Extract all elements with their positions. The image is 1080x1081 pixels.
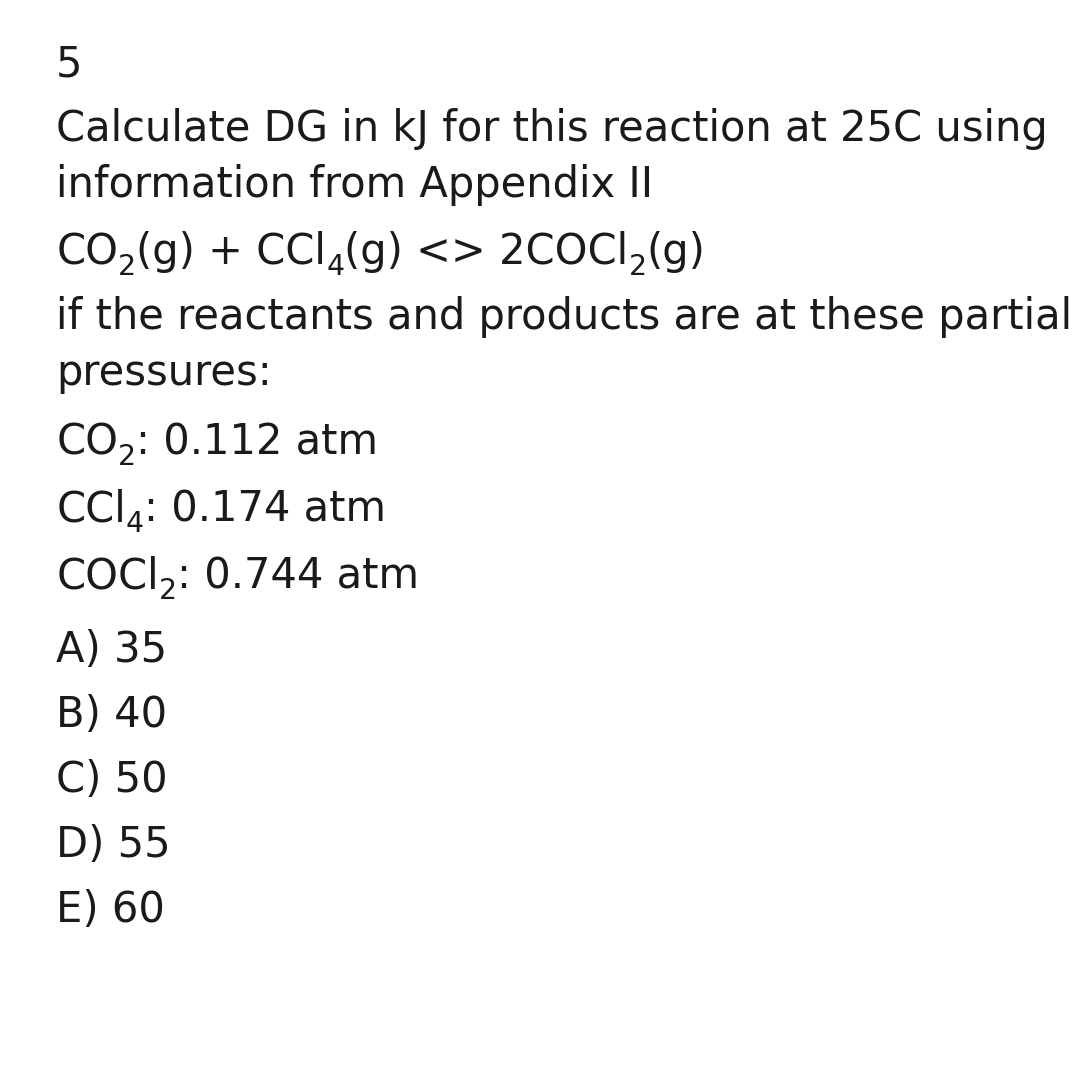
Text: (g): (g)	[647, 231, 705, 273]
Text: 2: 2	[629, 253, 647, 281]
Text: D) 55: D) 55	[56, 824, 171, 866]
Text: 2: 2	[118, 253, 136, 281]
Text: (g) <> 2COCl: (g) <> 2COCl	[345, 231, 629, 273]
Text: 5: 5	[56, 43, 83, 85]
Text: : 0.744 atm: : 0.744 atm	[177, 556, 419, 598]
Text: CO: CO	[56, 231, 118, 273]
Text: C) 50: C) 50	[56, 759, 167, 801]
Text: information from Appendix II: information from Appendix II	[56, 164, 653, 206]
Text: if the reactants and products are at these partial: if the reactants and products are at the…	[56, 296, 1072, 338]
Text: : 0.112 atm: : 0.112 atm	[136, 422, 378, 464]
Text: pressures:: pressures:	[56, 352, 272, 395]
Text: 4: 4	[326, 253, 345, 281]
Text: CO: CO	[56, 422, 118, 464]
Text: E) 60: E) 60	[56, 889, 165, 931]
Text: 4: 4	[126, 510, 144, 538]
Text: 2: 2	[118, 443, 136, 471]
Text: 2: 2	[159, 577, 177, 605]
Text: : 0.174 atm: : 0.174 atm	[144, 489, 386, 531]
Text: COCl: COCl	[56, 556, 159, 598]
Text: B) 40: B) 40	[56, 694, 167, 736]
Text: CCl: CCl	[56, 489, 126, 531]
Text: Calculate DG in kJ for this reaction at 25C using: Calculate DG in kJ for this reaction at …	[56, 108, 1048, 150]
Text: (g) + CCl: (g) + CCl	[136, 231, 326, 273]
Text: A) 35: A) 35	[56, 629, 167, 671]
